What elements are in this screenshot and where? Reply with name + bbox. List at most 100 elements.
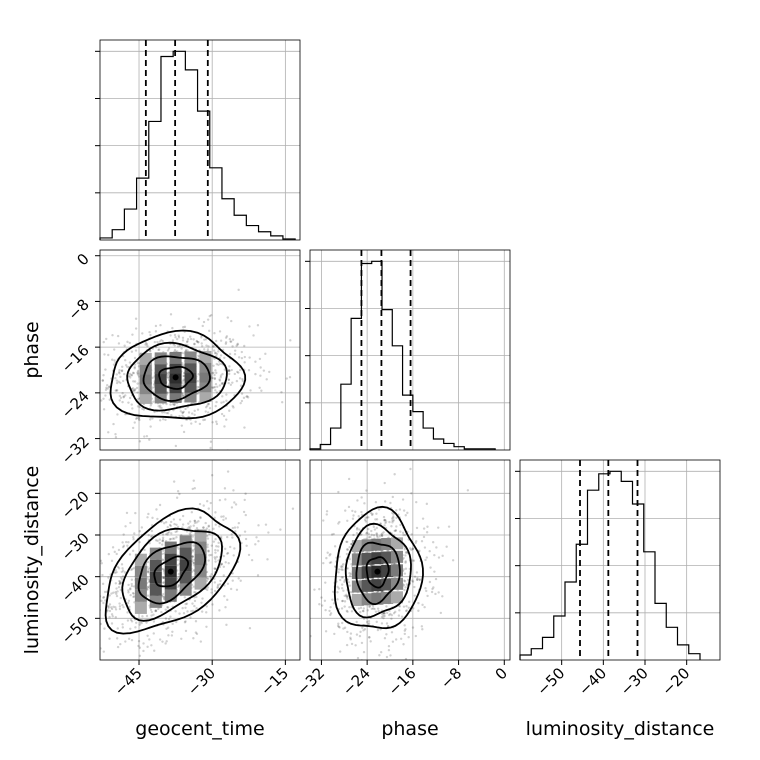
sample-point [338, 650, 342, 653]
sample-point [385, 605, 388, 608]
sample-point [109, 606, 113, 609]
sample-point [233, 526, 237, 529]
sample-point [213, 377, 217, 381]
sample-point [209, 440, 213, 443]
sample-point [207, 402, 210, 406]
sample-point [345, 643, 349, 647]
sample-point [140, 526, 144, 529]
sample-point [121, 379, 125, 383]
sample-point [210, 474, 214, 477]
sample-point [117, 585, 121, 589]
sample-point [166, 606, 169, 609]
sample-point [417, 609, 420, 612]
sample-point [192, 524, 195, 527]
sample-point [192, 479, 195, 482]
density-cell [351, 567, 364, 580]
panel-frame [99, 249, 301, 451]
sample-point [185, 340, 189, 344]
sample-point [231, 404, 234, 408]
sample-point [218, 384, 222, 387]
sample-point [149, 404, 152, 407]
sample-point [254, 360, 257, 363]
sample-point [352, 533, 355, 537]
density-cell [134, 589, 147, 602]
sample-point [158, 419, 162, 422]
contour-3 [333, 505, 424, 630]
sample-point [134, 317, 138, 320]
sample-point [207, 524, 211, 527]
sample-point [64, 622, 66, 624]
sample-point [127, 583, 130, 587]
sample-point [118, 579, 121, 583]
sample-point [342, 562, 345, 566]
sample-point [129, 521, 132, 525]
x-axis-label-luminosity_distance: luminosity_distance [526, 718, 715, 740]
sample-point [191, 548, 195, 552]
sample-point [126, 365, 129, 369]
sample-point [208, 406, 212, 410]
sample-point [95, 385, 97, 387]
sample-point [95, 389, 97, 391]
sample-point [241, 377, 244, 381]
sample-point [329, 605, 332, 609]
sample-point [195, 339, 199, 343]
sample-point [172, 518, 176, 521]
sample-point [116, 413, 119, 416]
sample-point [227, 378, 231, 381]
sample-point [247, 553, 251, 557]
sample-point [160, 610, 163, 614]
sample-point [414, 634, 418, 638]
sample-point [158, 348, 161, 351]
sample-point [181, 339, 185, 342]
sample-point [145, 434, 149, 438]
sample-point [193, 343, 196, 346]
sample-point [395, 516, 398, 520]
sample-point [135, 621, 138, 624]
sample-point [377, 508, 381, 511]
sample-point [390, 517, 394, 520]
sample-point [200, 336, 203, 339]
sample-point [192, 562, 196, 565]
sample-point [383, 612, 386, 615]
sample-point [102, 595, 106, 599]
sample-point [113, 550, 116, 554]
sample-point [162, 559, 165, 562]
sample-point [206, 577, 210, 581]
sample-point [233, 547, 236, 550]
sample-point [358, 528, 361, 531]
sample-point [180, 347, 183, 350]
sample-point [190, 511, 194, 514]
sample-point [337, 622, 340, 625]
sample-point [126, 611, 129, 614]
sample-point [214, 351, 217, 354]
sample-point [175, 620, 178, 624]
sample-point [344, 509, 347, 512]
density-cell [149, 571, 162, 584]
sample-point [133, 380, 137, 383]
sample-point [340, 568, 343, 571]
sample-point [404, 514, 407, 517]
sample-point [105, 386, 108, 390]
sample-point [391, 519, 394, 522]
contour-0 [158, 366, 194, 390]
sample-point [375, 534, 379, 538]
sample-point [235, 379, 239, 383]
x-tick-label: −30 [184, 664, 219, 699]
sample-point [280, 401, 284, 404]
contour-1 [137, 541, 207, 605]
sample-point [348, 574, 352, 577]
sample-point [224, 498, 227, 501]
sample-point [162, 569, 166, 572]
sample-point [237, 577, 240, 580]
sample-point [169, 615, 172, 618]
sample-point [195, 526, 199, 530]
sample-point [431, 541, 435, 544]
sample-point [219, 362, 222, 365]
sample-point [134, 417, 138, 420]
sample-point [208, 314, 211, 318]
sample-point [145, 621, 148, 624]
sample-point [382, 616, 385, 620]
sample-point [214, 369, 217, 372]
sample-point [183, 621, 187, 624]
sample-point [153, 410, 156, 414]
